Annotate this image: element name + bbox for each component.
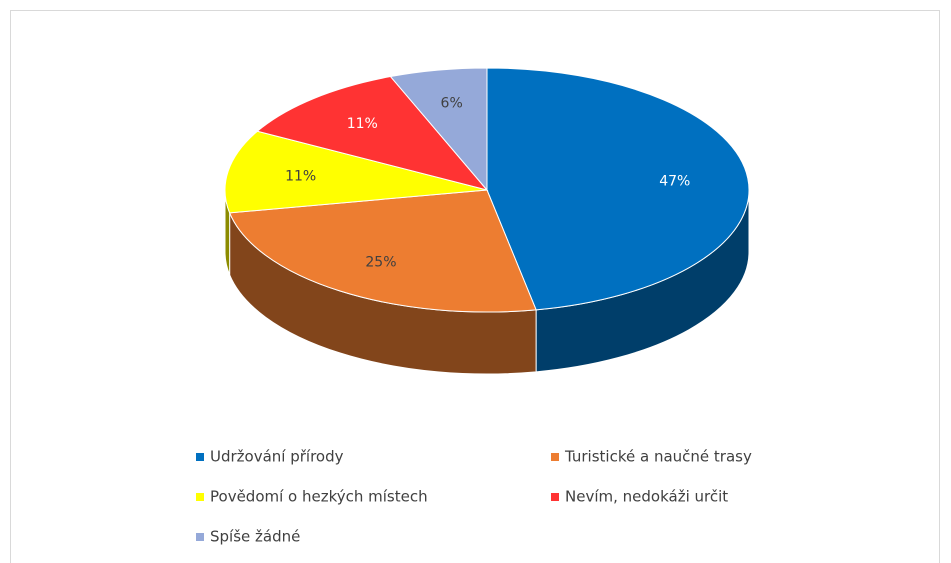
legend-swatch	[196, 493, 204, 501]
data-label: 6%	[441, 96, 463, 112]
legend-swatch	[551, 493, 559, 501]
slice	[224, 130, 488, 214]
legend-swatch	[196, 453, 204, 461]
data-labels: 47% 25% 11% 11% 6%	[285, 96, 690, 271]
legend-label: Nevím, nedokáži určit	[565, 488, 728, 506]
slice	[486, 67, 750, 311]
legend-label: Spíše žádné	[210, 528, 300, 546]
legend-label: Povědomí o hezkých místech	[210, 488, 428, 506]
data-label: 47%	[659, 174, 690, 190]
data-label: 25%	[365, 255, 396, 271]
legend-swatch	[196, 533, 204, 541]
data-label: 11%	[285, 168, 316, 184]
legend-label: Udržování přírody	[210, 448, 344, 466]
data-label: 11%	[347, 116, 378, 132]
legend: Udržování přírody Turistické a naučné tra…	[196, 448, 752, 546]
slice	[228, 189, 537, 313]
pie-tops	[224, 67, 750, 313]
slice	[389, 67, 488, 192]
slice	[256, 76, 489, 191]
legend-label: Turistické a naučné trasy	[564, 448, 752, 466]
legend-swatch	[551, 453, 559, 461]
